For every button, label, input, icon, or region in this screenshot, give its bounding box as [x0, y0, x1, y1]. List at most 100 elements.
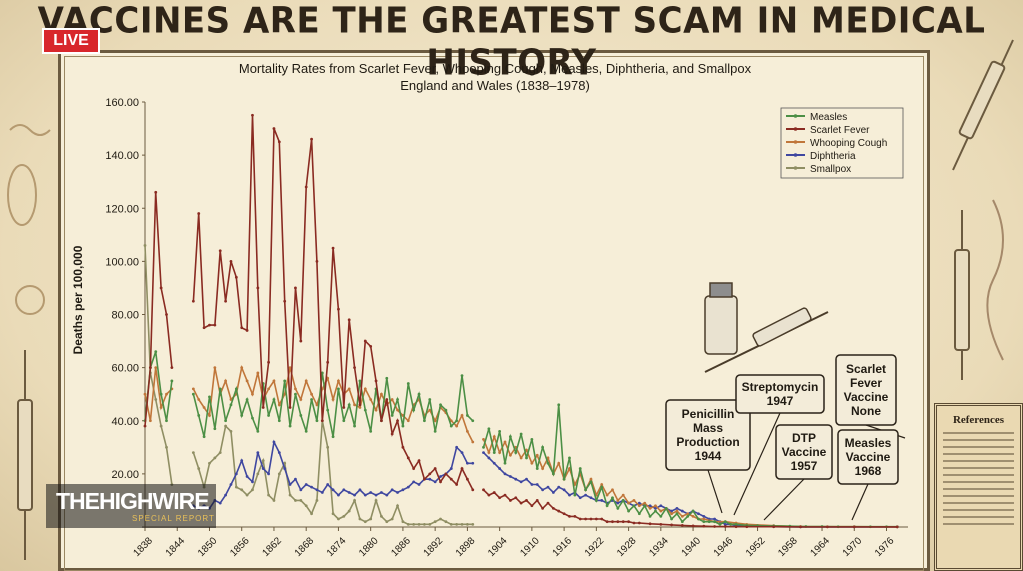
diphtheria-point — [363, 493, 367, 497]
measles-point — [611, 496, 614, 500]
whooping-cough-point — [331, 398, 335, 401]
diphtheria-point — [288, 483, 292, 486]
callout-box — [775, 424, 833, 480]
callout-text: Vaccine — [844, 390, 889, 404]
measles-point — [546, 461, 550, 465]
diphtheria-point — [331, 488, 335, 492]
measles-point — [508, 435, 512, 439]
measles-point — [240, 414, 244, 417]
measles-point — [707, 520, 711, 524]
smallpox-point — [326, 445, 330, 449]
whooping-cough-point — [530, 461, 534, 465]
whooping-cough-point — [363, 387, 367, 391]
scarlet-fever-point — [514, 496, 518, 500]
whooping-cough-point — [310, 392, 313, 396]
callout-text: DTP — [792, 431, 816, 445]
callout-text: 1944 — [695, 449, 722, 463]
whooping-cough-point — [465, 429, 469, 433]
measles-point — [551, 472, 555, 476]
measles-point — [589, 480, 593, 484]
measles-point — [562, 477, 566, 481]
y-tick-label: 140.00 — [105, 150, 139, 162]
syringe-icon — [17, 350, 33, 560]
diphtheria-point — [283, 467, 287, 470]
smallpox-point — [342, 514, 346, 518]
diphtheria-point — [299, 488, 303, 492]
callout-arrow — [763, 478, 805, 521]
measles-point — [675, 512, 679, 516]
diphtheria-point — [261, 467, 265, 470]
scarlet-fever-point — [584, 517, 588, 521]
smallpox-point — [363, 520, 367, 524]
whooping-cough-point — [433, 419, 437, 423]
scarlet-fever-point — [428, 472, 432, 476]
measles-point — [304, 429, 308, 433]
whooping-cough-point — [471, 440, 475, 444]
legend-marker — [793, 140, 798, 144]
diphtheria-point — [455, 445, 459, 449]
smallpox-point — [191, 451, 195, 455]
scarlet-fever-point — [288, 406, 292, 409]
scarlet-fever-point — [482, 488, 485, 492]
scarlet-fever-point — [423, 477, 426, 481]
measles-point — [713, 520, 716, 524]
smallpox-point — [251, 488, 254, 492]
measles-point — [659, 514, 663, 518]
x-tick-label: 1892 — [422, 535, 446, 559]
whooping-cough-point — [299, 398, 303, 401]
measles-point — [530, 437, 534, 441]
scarlet-fever-point — [390, 432, 394, 436]
diphtheria-point — [304, 483, 308, 486]
whooping-cough-point — [605, 493, 609, 497]
scarlet-fever-point — [535, 499, 539, 502]
diphtheria-point — [310, 485, 313, 489]
smallpox-point — [277, 472, 281, 476]
scarlet-fever-point — [772, 525, 776, 529]
x-tick-label: 1970 — [841, 535, 865, 559]
diphtheria-point — [396, 491, 399, 494]
measles-point — [299, 414, 303, 417]
scarlet-fever-point — [170, 366, 174, 370]
callout-text: 1957 — [791, 459, 818, 473]
measles-point — [600, 485, 604, 489]
left-decoration — [7, 124, 51, 560]
scarlet-fever-point — [218, 249, 222, 253]
measles-point — [267, 414, 270, 417]
scarlet-fever-point — [745, 525, 749, 529]
whooping-cough-point — [616, 499, 620, 502]
x-tick-label: 1958 — [776, 535, 800, 559]
x-tick-label: 1868 — [293, 535, 317, 559]
measles-point — [503, 461, 507, 465]
callout-text: Scarlet — [846, 362, 886, 376]
whooping-cough-point — [482, 437, 485, 441]
scarlet-fever-point — [594, 517, 598, 521]
scarlet-fever-point — [143, 424, 147, 428]
anatomy-illustration-icon — [986, 199, 1004, 361]
whooping-cough-point — [396, 408, 399, 412]
whooping-cough-point — [229, 398, 233, 401]
diphtheria-point — [578, 496, 582, 500]
whooping-cough-point — [148, 419, 152, 423]
whooping-cough-point — [680, 514, 684, 518]
diphtheria-point — [277, 451, 281, 455]
whooping-cough-point — [611, 488, 614, 492]
scarlet-fever-point — [826, 525, 829, 529]
diphtheria-point — [406, 485, 410, 489]
smallpox-point — [165, 445, 168, 449]
x-tick-label: 1928 — [615, 535, 639, 559]
legend-box — [780, 107, 904, 179]
y-tick-label: 160.00 — [105, 97, 139, 109]
scarlet-fever-point — [202, 326, 206, 330]
scarlet-fever-point — [304, 185, 308, 189]
smallpox-point — [428, 522, 432, 526]
measles-point — [208, 395, 211, 399]
diphtheria-point — [272, 440, 276, 444]
whooping-cough-point — [600, 483, 604, 486]
syringe-icon — [952, 39, 1014, 171]
diphtheria-point — [256, 451, 260, 455]
measles-point — [444, 408, 448, 412]
measles-point — [643, 504, 647, 508]
measles-point — [218, 387, 222, 391]
smallpox-point — [299, 499, 303, 502]
